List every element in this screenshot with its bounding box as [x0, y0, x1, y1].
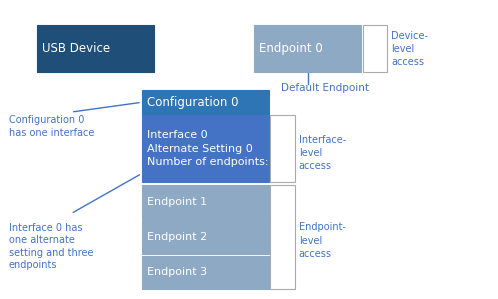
- FancyBboxPatch shape: [142, 185, 269, 219]
- Text: Interface 0
Alternate Setting 0
Number of endpoints: 3: Interface 0 Alternate Setting 0 Number o…: [147, 130, 279, 167]
- Text: Configuration 0: Configuration 0: [147, 96, 239, 109]
- Text: Endpoint 1: Endpoint 1: [147, 197, 208, 207]
- FancyBboxPatch shape: [142, 256, 269, 289]
- Text: Interface-
level
access: Interface- level access: [299, 135, 346, 171]
- FancyBboxPatch shape: [142, 220, 269, 254]
- FancyBboxPatch shape: [142, 115, 269, 182]
- Text: Endpoint 3: Endpoint 3: [147, 267, 208, 277]
- FancyBboxPatch shape: [270, 115, 295, 182]
- Text: Device-
level
access: Device- level access: [391, 30, 428, 67]
- FancyBboxPatch shape: [254, 25, 361, 72]
- Text: Endpoint 0: Endpoint 0: [259, 42, 323, 55]
- FancyBboxPatch shape: [37, 25, 154, 72]
- FancyBboxPatch shape: [270, 185, 295, 289]
- FancyBboxPatch shape: [363, 25, 387, 72]
- FancyBboxPatch shape: [142, 90, 269, 115]
- Text: Endpoint 2: Endpoint 2: [147, 232, 208, 242]
- Text: Endpoint-
level
access: Endpoint- level access: [299, 222, 346, 259]
- Text: Configuration 0
has one interface: Configuration 0 has one interface: [9, 115, 94, 138]
- Text: Default Endpoint: Default Endpoint: [281, 83, 370, 93]
- Text: Interface 0 has
one alternate
setting and three
endpoints: Interface 0 has one alternate setting an…: [9, 223, 94, 270]
- Text: USB Device: USB Device: [42, 42, 111, 55]
